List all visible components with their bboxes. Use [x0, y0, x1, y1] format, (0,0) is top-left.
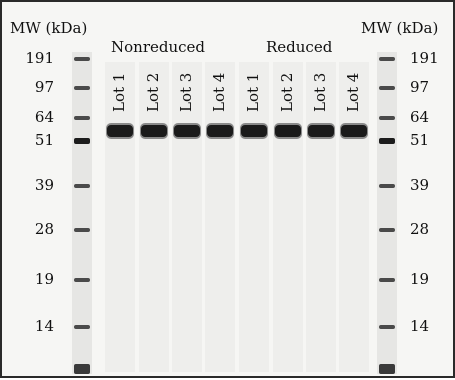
lane-track [273, 62, 303, 372]
lane-label-6: Lot 2 [278, 72, 296, 112]
ladder-front-left [74, 364, 90, 374]
marker-label-left-28: 28 [34, 220, 54, 238]
lane-track [339, 62, 369, 372]
marker-label-left-97: 97 [34, 78, 54, 96]
marker-band-left-14 [74, 325, 90, 329]
marker-label-right-14: 14 [410, 317, 430, 335]
marker-label-right-191: 191 [410, 49, 439, 67]
sample-band-lane-3 [173, 123, 201, 139]
marker-label-left-19: 19 [34, 270, 54, 288]
marker-label-left-64: 64 [34, 108, 54, 126]
marker-label-right-64: 64 [410, 108, 430, 126]
marker-label-right-97: 97 [410, 78, 430, 96]
marker-label-right-39: 39 [410, 176, 430, 194]
marker-band-left-28 [74, 228, 90, 232]
ladder-track-right [377, 52, 397, 374]
marker-band-left-51 [74, 138, 90, 144]
marker-band-left-97 [74, 86, 90, 90]
lane-label-5: Lot 1 [244, 72, 262, 112]
lane-track [139, 62, 169, 372]
group-label-nonreduced: Nonreduced [111, 38, 206, 56]
marker-band-left-19 [74, 278, 90, 282]
marker-label-left-39: 39 [34, 176, 54, 194]
marker-label-left-191: 191 [25, 49, 54, 67]
sample-band-lane-2 [140, 123, 168, 139]
sample-band-lane-5 [240, 123, 268, 139]
lane-track [105, 62, 135, 372]
mw-label-right: MW (kDa) [361, 19, 439, 37]
marker-label-right-28: 28 [410, 220, 430, 238]
lane-track [306, 62, 336, 372]
marker-band-right-191 [379, 57, 395, 61]
lane-label-4: Lot 4 [210, 72, 228, 112]
lane-label-2: Lot 2 [144, 72, 162, 112]
marker-band-right-39 [379, 184, 395, 188]
sample-band-lane-8 [340, 123, 368, 139]
marker-band-right-64 [379, 116, 395, 120]
lane-label-3: Lot 3 [177, 72, 195, 112]
group-label-reduced: Reduced [266, 38, 333, 56]
ladder-front-right [379, 364, 395, 374]
lane-label-7: Lot 3 [311, 72, 329, 112]
marker-band-right-97 [379, 86, 395, 90]
marker-label-right-51: 51 [410, 131, 430, 149]
marker-band-left-64 [74, 116, 90, 120]
lane-track [172, 62, 202, 372]
marker-label-left-14: 14 [34, 317, 54, 335]
marker-band-right-28 [379, 228, 395, 232]
lane-track [205, 62, 235, 372]
lane-label-8: Lot 4 [344, 72, 362, 112]
marker-band-right-51 [379, 138, 395, 144]
lane-label-1: Lot 1 [110, 72, 128, 112]
lane-track [239, 62, 269, 372]
mw-label-left: MW (kDa) [10, 19, 88, 37]
marker-label-left-51: 51 [34, 131, 54, 149]
marker-label-right-19: 19 [410, 270, 430, 288]
sample-band-lane-4 [206, 123, 234, 139]
marker-band-left-39 [74, 184, 90, 188]
sample-band-lane-7 [307, 123, 335, 139]
ladder-track-left [72, 52, 92, 374]
marker-band-right-19 [379, 278, 395, 282]
sample-band-lane-6 [274, 123, 302, 139]
marker-band-right-14 [379, 325, 395, 329]
sample-band-lane-1 [106, 123, 134, 139]
marker-band-left-191 [74, 57, 90, 61]
